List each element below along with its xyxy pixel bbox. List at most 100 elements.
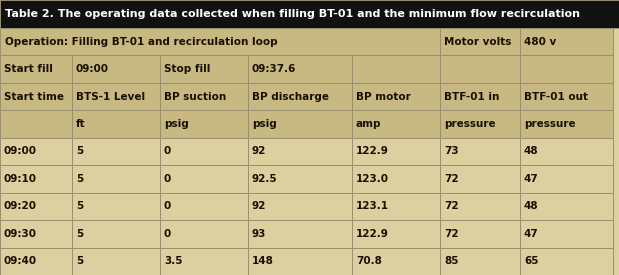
Bar (352, 83, 440, 110)
Bar (0, 248, 72, 275)
Text: 122.9: 122.9 (356, 147, 389, 156)
Text: BTF-01 out: BTF-01 out (524, 92, 588, 101)
Bar (520, 248, 613, 275)
Text: 0: 0 (164, 201, 171, 211)
Bar (72, 248, 160, 275)
Text: 5: 5 (76, 174, 83, 184)
Text: 09:10: 09:10 (4, 174, 37, 184)
Text: Table 2. The operating data collected when filling BT-01 and the minimum flow re: Table 2. The operating data collected wh… (5, 9, 580, 19)
Text: BP suction: BP suction (164, 92, 227, 101)
Text: 65: 65 (524, 256, 539, 266)
Bar (0, 165, 72, 193)
Text: 5: 5 (76, 256, 83, 266)
Bar (440, 138, 520, 165)
Text: 5: 5 (76, 201, 83, 211)
Text: BP discharge: BP discharge (252, 92, 329, 101)
Text: 48: 48 (524, 201, 539, 211)
Bar (520, 56, 613, 83)
Bar (248, 248, 352, 275)
Bar (72, 56, 160, 83)
Text: BTF-01 in: BTF-01 in (444, 92, 500, 101)
Bar (160, 220, 248, 248)
Text: 92.5: 92.5 (252, 174, 278, 184)
Bar (160, 248, 248, 275)
Bar (72, 110, 160, 138)
Bar (440, 83, 520, 110)
Text: Start fill: Start fill (4, 64, 53, 74)
Text: 72: 72 (444, 229, 459, 239)
Text: 0: 0 (164, 147, 171, 156)
Text: pressure: pressure (444, 119, 496, 129)
Bar (520, 165, 613, 193)
Bar (248, 193, 352, 220)
Text: 92: 92 (252, 147, 266, 156)
Bar (440, 220, 520, 248)
Bar (440, 165, 520, 193)
Bar (248, 56, 352, 83)
Text: 09:30: 09:30 (4, 229, 37, 239)
Text: Stop fill: Stop fill (164, 64, 210, 74)
Text: 5: 5 (76, 147, 83, 156)
Text: 0: 0 (164, 229, 171, 239)
Text: 72: 72 (444, 174, 459, 184)
Bar (160, 165, 248, 193)
Bar (248, 138, 352, 165)
Text: Operation: Filling BT-01 and recirculation loop: Operation: Filling BT-01 and recirculati… (5, 37, 278, 47)
Bar (352, 138, 440, 165)
Text: 09:37.6: 09:37.6 (252, 64, 297, 74)
Text: ft: ft (76, 119, 85, 129)
Bar (72, 193, 160, 220)
Text: 09:00: 09:00 (4, 147, 37, 156)
Text: 5: 5 (76, 229, 83, 239)
Bar (0, 83, 72, 110)
Bar (160, 56, 248, 83)
Bar (0, 110, 72, 138)
Bar (72, 83, 160, 110)
Text: 85: 85 (444, 256, 459, 266)
Text: psig: psig (164, 119, 189, 129)
Text: 93: 93 (252, 229, 266, 239)
Text: 0: 0 (164, 174, 171, 184)
Text: Motor volts: Motor volts (444, 37, 511, 47)
Text: 47: 47 (524, 229, 539, 239)
Text: 72: 72 (444, 201, 459, 211)
Bar (520, 110, 613, 138)
Text: 122.9: 122.9 (356, 229, 389, 239)
Bar (440, 110, 520, 138)
Bar (440, 56, 520, 83)
Text: 09:40: 09:40 (4, 256, 37, 266)
Bar (520, 83, 613, 110)
Bar (160, 110, 248, 138)
Bar (352, 165, 440, 193)
Text: amp: amp (356, 119, 381, 129)
Bar (0, 220, 72, 248)
Text: BP motor: BP motor (356, 92, 411, 101)
Bar (0, 0, 619, 28)
Bar (72, 138, 160, 165)
Bar (72, 220, 160, 248)
Bar (520, 28, 613, 56)
Text: BTS-1 Level: BTS-1 Level (76, 92, 145, 101)
Bar (352, 193, 440, 220)
Bar (520, 220, 613, 248)
Text: 09:20: 09:20 (4, 201, 37, 211)
Bar (440, 28, 520, 56)
Bar (352, 110, 440, 138)
Bar (352, 220, 440, 248)
Text: 123.0: 123.0 (356, 174, 389, 184)
Bar (440, 248, 520, 275)
Bar (160, 193, 248, 220)
Bar (248, 110, 352, 138)
Text: pressure: pressure (524, 119, 576, 129)
Text: 92: 92 (252, 201, 266, 211)
Text: 09:00: 09:00 (76, 64, 109, 74)
Text: 480 v: 480 v (524, 37, 556, 47)
Text: psig: psig (252, 119, 277, 129)
Bar (248, 83, 352, 110)
Bar (0, 28, 440, 56)
Text: 73: 73 (444, 147, 459, 156)
Bar (160, 83, 248, 110)
Bar (0, 56, 72, 83)
Bar (0, 138, 72, 165)
Text: 148: 148 (252, 256, 274, 266)
